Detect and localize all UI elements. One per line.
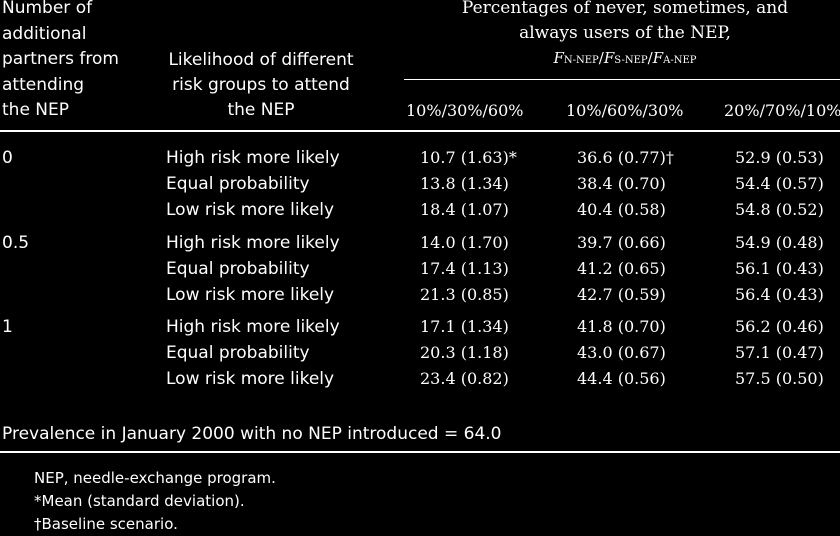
formula-f: F [652,49,664,67]
header-percentages-line: Percentages of never, sometimes, and [461,0,789,18]
table-row-likelihood: High risk more likely [166,233,340,253]
column-header-2: 10%/60%/30% [566,101,684,120]
header-span-rule [404,79,840,80]
table-cell: 54.8 (0.52) [735,200,824,219]
table-cell: 17.4 (1.13) [420,259,509,278]
header-partners-line: partners from [2,49,119,69]
table-cell: 43.0 (0.67) [577,343,666,362]
table-cell: 56.1 (0.43) [735,259,824,278]
table-cell: 56.2 (0.46) [735,317,824,336]
header-likelihood-line: Likelihood of different [168,50,354,70]
table-cell: 42.7 (0.59) [577,285,666,304]
header-partners: Number of additional partners from atten… [2,0,162,124]
table-cell: 54.9 (0.48) [735,233,824,252]
group-partners-label: 1 [2,317,13,337]
table-cell: 38.4 (0.70) [577,174,666,193]
formula-sep: / [647,49,653,67]
table-cell: 13.8 (1.34) [420,174,509,193]
table-cell: 52.9 (0.53) [735,148,824,167]
table-cell: 56.4 (0.43) [735,285,824,304]
header-formula: FN-NEP/FS-NEP/FA-NEP [410,46,840,73]
header-bottom-rule [0,130,840,132]
table-row-likelihood: Equal probability [166,174,310,194]
footnote: *Mean (standard deviation). [34,492,245,510]
formula-sub: S-NEP [614,55,648,66]
table-row-likelihood: Equal probability [166,343,310,363]
formula-sep: / [598,49,604,67]
header-likelihood-line: the NEP [227,100,295,120]
table-cell: 18.4 (1.07) [420,200,509,219]
table-cell: 20.3 (1.18) [420,343,509,362]
table-cell: 10.7 (1.63)* [420,148,517,167]
column-header-3: 20%/70%/10% [724,101,840,120]
header-partners-line: Number of [2,0,93,18]
table-cell: 44.4 (0.56) [577,369,666,388]
table-cell: 17.1 (1.34) [420,317,509,336]
header-likelihood-line: risk groups to attend [172,75,350,95]
table-cell: 40.4 (0.58) [577,200,666,219]
table-row-likelihood: Low risk more likely [166,369,335,389]
table-cell: 54.4 (0.57) [735,174,824,193]
table-cell: 36.6 (0.77)† [577,148,674,167]
formula-sub: N-NEP [563,55,599,66]
prevalence-line: Prevalence in January 2000 with no NEP i… [2,424,502,444]
table-row-likelihood: High risk more likely [166,148,340,168]
header-percentages: Percentages of never, sometimes, and alw… [410,0,840,73]
table-cell: 57.1 (0.47) [735,343,824,362]
header-partners-line: the NEP [2,100,70,120]
table-row-likelihood: High risk more likely [166,317,340,337]
table-cell: 39.7 (0.66) [577,233,666,252]
header-partners-line: additional [2,23,87,44]
header-percentages-line: always users of the NEP, [519,23,731,43]
formula-sub: A-NEP [663,55,697,66]
table-row-likelihood: Equal probability [166,259,310,279]
table-cell: 21.3 (0.85) [420,285,509,304]
formula-f: F [553,49,564,67]
footnote: NEP, needle-exchange program. [34,469,276,487]
header-likelihood: Likelihood of different risk groups to a… [166,48,356,123]
table-cell: 23.4 (0.82) [420,369,509,388]
header-partners-line: attending [2,74,85,95]
table-cell: 14.0 (1.70) [420,233,509,252]
group-partners-label: 0.5 [2,233,30,253]
table-row-likelihood: Low risk more likely [166,285,335,305]
formula-f: F [603,49,615,67]
group-partners-label: 0 [2,148,13,168]
footnote: †Baseline scenario. [34,515,178,533]
table-cell: 41.8 (0.70) [577,317,666,336]
table-cell: 41.2 (0.65) [577,259,666,278]
column-header-1: 10%/30%/60% [406,101,524,120]
footer-rule [0,451,840,453]
table-cell: 57.5 (0.50) [735,369,824,388]
table-row-likelihood: Low risk more likely [166,200,335,220]
